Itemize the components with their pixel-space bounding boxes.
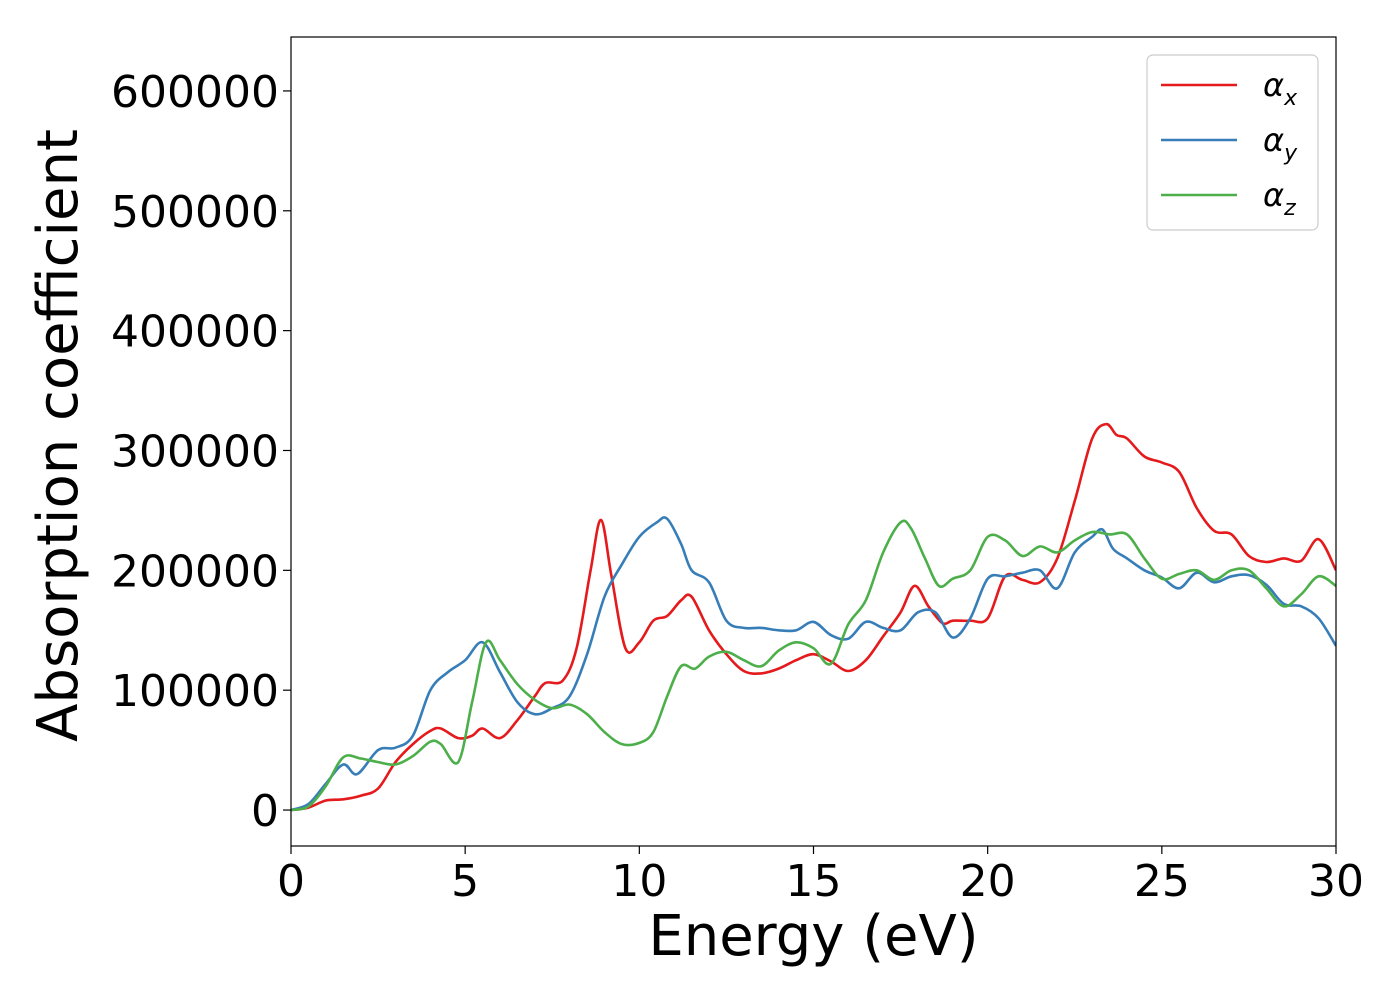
x-axis-label: Energy (eV) bbox=[648, 904, 978, 969]
y-tick-label: 500000 bbox=[111, 187, 279, 238]
series-line-α-z bbox=[291, 519, 1336, 812]
x-tick-label: 10 bbox=[611, 856, 667, 907]
y-tick-label: 0 bbox=[251, 786, 279, 837]
y-axis-ticks: 0 100000 200000 300000 400000 500000 600000 bbox=[111, 67, 291, 837]
y-tick-label: 300000 bbox=[111, 426, 279, 477]
x-tick-label: 0 bbox=[277, 856, 305, 907]
series-layer bbox=[291, 422, 1336, 812]
y-tick-label: 200000 bbox=[111, 546, 279, 597]
x-tick-label: 20 bbox=[960, 856, 1016, 907]
y-tick-label: 600000 bbox=[111, 67, 279, 118]
legend-box bbox=[1146, 54, 1319, 231]
x-tick-label: 25 bbox=[1134, 856, 1190, 907]
x-tick-label: 5 bbox=[451, 856, 479, 907]
x-axis-ticks: 0 5 10 15 20 25 30 bbox=[277, 846, 1364, 907]
y-tick-label: 100000 bbox=[111, 666, 279, 717]
y-axis-label: Absorption coefficient bbox=[26, 129, 91, 742]
x-tick-label: 15 bbox=[786, 856, 842, 907]
series-line-α-x bbox=[291, 422, 1336, 812]
y-tick-label: 400000 bbox=[111, 307, 279, 358]
x-tick-label: 30 bbox=[1308, 856, 1364, 907]
